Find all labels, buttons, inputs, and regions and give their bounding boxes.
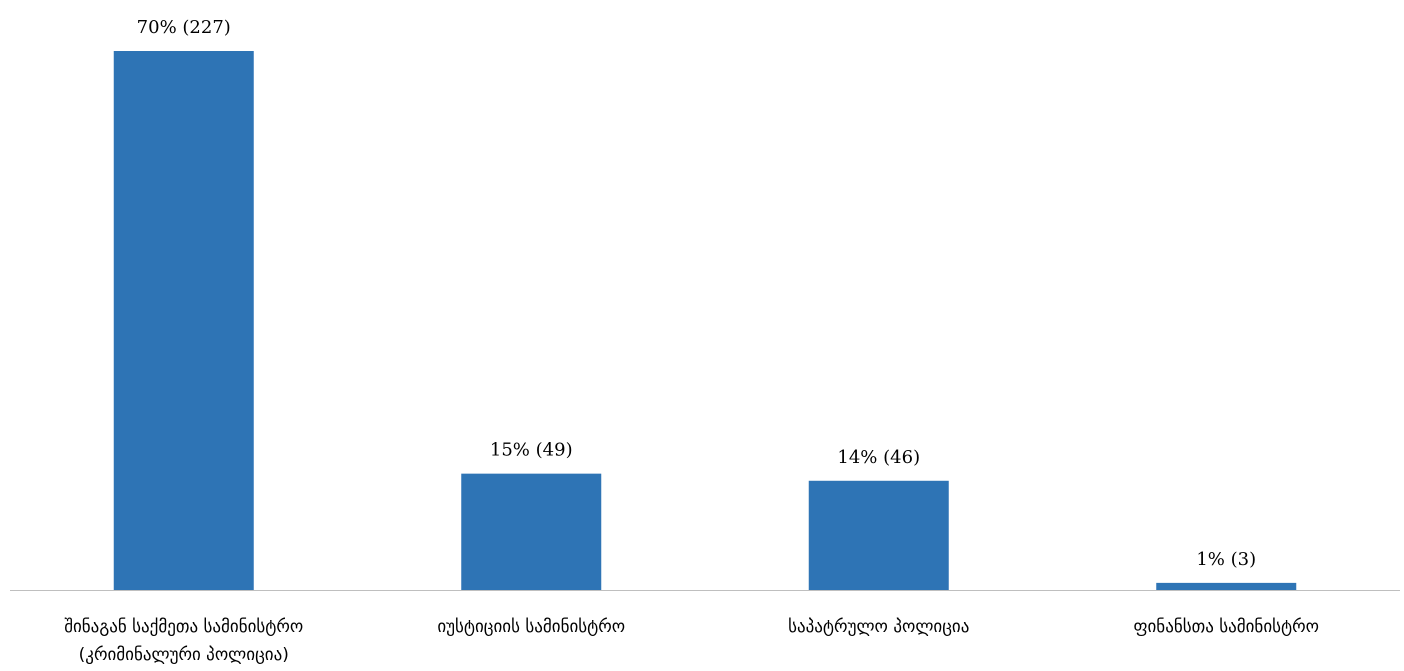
bars-layer [113,51,1297,590]
category-label-4: ფინანსთა სამინისტრო [1133,617,1319,637]
data-labels-layer: 70% (227) 15% (49) 14% (46) 1% (3) [137,17,1256,570]
bar-2 [461,473,602,590]
bar-1 [113,51,254,590]
category-label-1-line-1: შინაგან საქმეთა სამინისტრო [64,617,303,637]
category-label-2-line-1: იუსტიციის სამინისტრო [437,617,625,637]
bar-4 [1156,582,1297,590]
data-label-3: 14% (46) [837,447,920,468]
category-label-1: შინაგან საქმეთა სამინისტრო (კრიმინალური პ… [64,617,303,665]
category-label-3: საპატრულო პოლიცია [788,617,969,637]
category-labels-layer: შინაგან საქმეთა სამინისტრო (კრიმინალური პ… [64,617,1319,665]
data-label-1: 70% (227) [137,17,231,38]
category-label-1-line-2: (კრიმინალური პოლიცია) [79,645,289,665]
category-label-3-line-1: საპატრულო პოლიცია [788,617,969,637]
data-label-4: 1% (3) [1196,549,1256,570]
category-label-2: იუსტიციის სამინისტრო [437,617,625,637]
category-label-4-line-1: ფინანსთა სამინისტრო [1133,617,1319,637]
data-label-2: 15% (49) [490,440,573,461]
bar-3 [808,480,949,590]
